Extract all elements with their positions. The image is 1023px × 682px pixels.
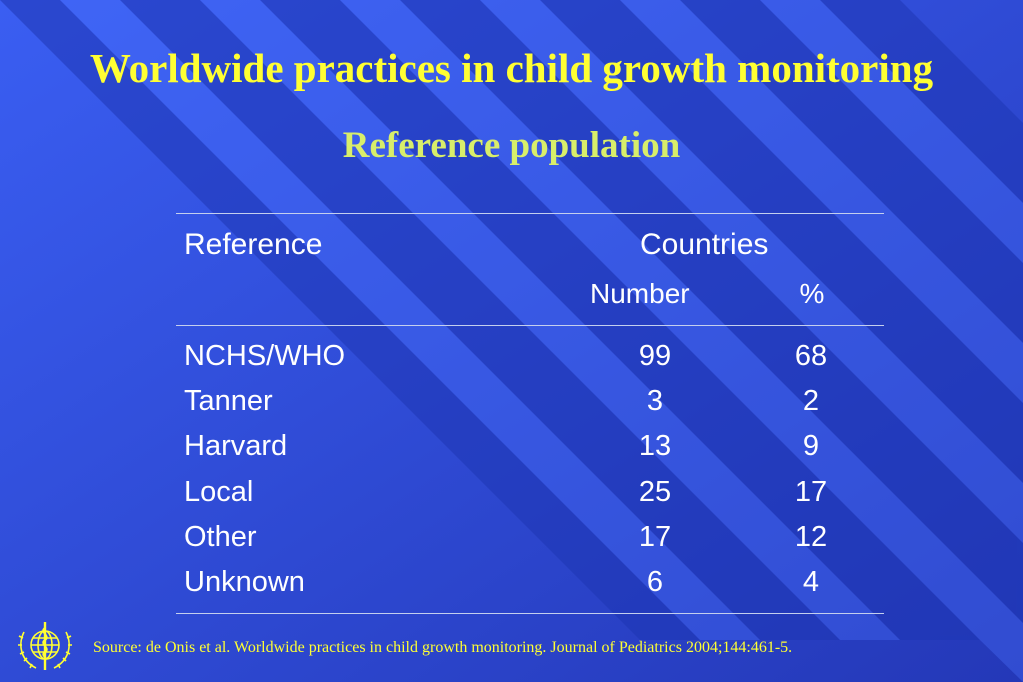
row-reference: Harvard [184, 430, 288, 462]
slide-title: Worldwide practices in child growth moni… [89, 45, 934, 91]
row-percent: 12 [794, 521, 828, 553]
row-percent: 17 [794, 476, 828, 508]
row-number: 25 [638, 476, 672, 508]
row-number: 6 [646, 566, 664, 598]
table-bottom-rule [176, 613, 884, 614]
row-percent: 68 [794, 340, 828, 372]
row-number: 13 [638, 430, 672, 462]
row-reference: Other [184, 521, 257, 553]
header-percent: % [799, 278, 825, 309]
row-reference: Unknown [184, 566, 305, 598]
row-reference: Local [184, 476, 254, 508]
row-reference: Tanner [184, 385, 273, 417]
row-number: 3 [646, 385, 664, 417]
row-number: 17 [638, 521, 672, 553]
row-percent: 4 [802, 566, 820, 598]
who-emblem-icon [18, 622, 72, 670]
row-number: 99 [638, 340, 672, 372]
table-top-rule [176, 213, 884, 214]
source-citation: Source: de Onis et al. Worldwide practic… [93, 639, 793, 656]
header-reference: Reference [184, 228, 323, 261]
slide-subtitle: Reference population [342, 125, 681, 166]
table-header-rule [176, 325, 884, 326]
row-reference: NCHS/WHO [184, 340, 346, 372]
header-countries: Countries [640, 228, 769, 261]
row-percent: 2 [802, 385, 820, 417]
header-number: Number [590, 278, 690, 309]
row-percent: 9 [802, 430, 820, 462]
